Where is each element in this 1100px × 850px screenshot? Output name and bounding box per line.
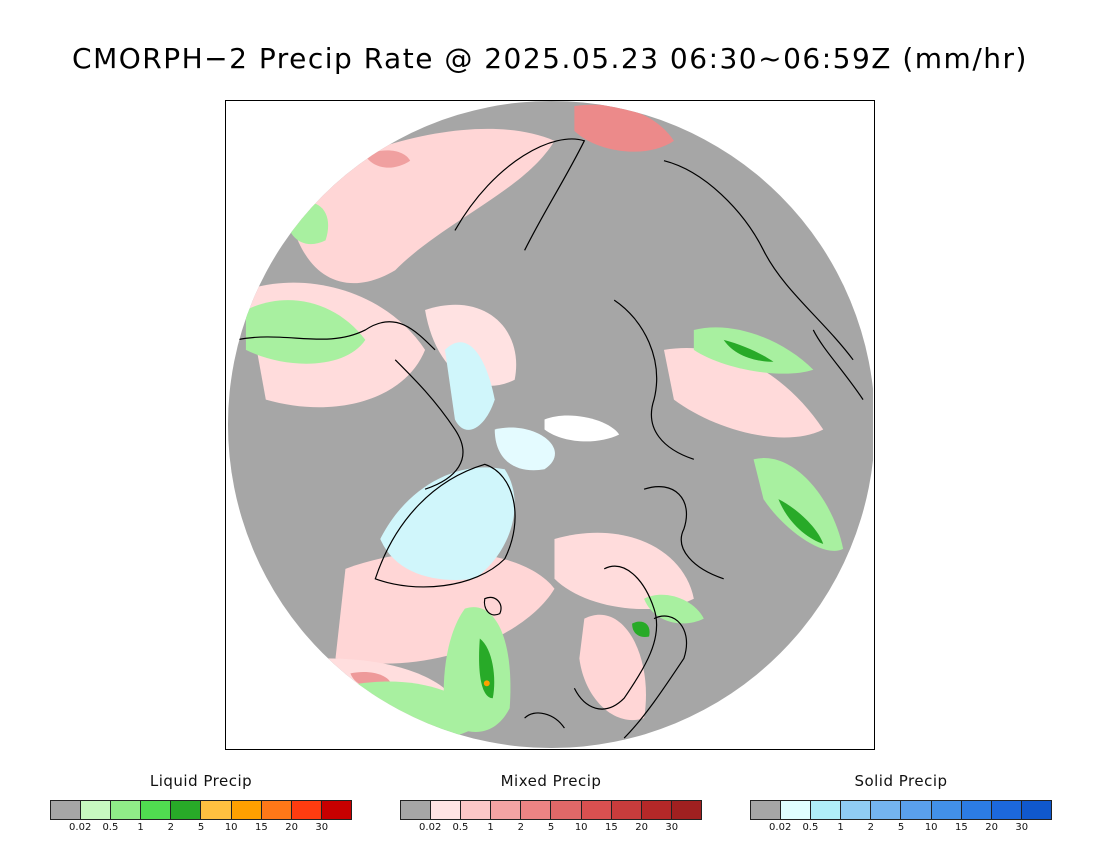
- legend-swatch: [551, 801, 582, 819]
- legend-swatch: [201, 801, 232, 819]
- legend-mixed: Mixed Precip 0.02 0.5 1 2 5 10 15 20 30: [400, 772, 702, 836]
- legend-swatch: [401, 801, 432, 819]
- legend-tick-label: 1: [487, 822, 494, 833]
- legend-title: Solid Precip: [854, 772, 948, 790]
- legend-swatch: [961, 801, 992, 819]
- legend-swatch: [1021, 801, 1051, 819]
- mixed-precip-area: [663, 347, 824, 438]
- legend-title: Liquid Precip: [149, 772, 253, 790]
- coastlines: [235, 138, 864, 739]
- mixed-precip-heavy: [365, 150, 411, 168]
- legend-tick-label: 5: [197, 822, 205, 833]
- liquid-precip-heavy: [632, 621, 650, 637]
- legend-tick-label: 0.5: [452, 822, 469, 833]
- legend-swatch: [291, 801, 322, 819]
- legend-colorbar: [400, 800, 702, 820]
- legend-tick-label: 1: [837, 822, 844, 833]
- liquid-precip-area: [245, 300, 366, 364]
- legend-solid: Solid Precip 0.02 0.5 1 2 5 10 15 20 30: [750, 772, 1052, 836]
- legend-tick-label: 10: [924, 822, 938, 833]
- legend-swatch: [781, 801, 812, 819]
- mixed-precip-area: [579, 614, 646, 721]
- legend-tick-label: 0.02: [419, 822, 442, 833]
- legend-swatch: [231, 801, 262, 819]
- legend-liquid: Liquid Precip 0.02 0.5 1 2 5 10 15 20 30: [50, 772, 352, 836]
- legend-colorbar: [50, 800, 352, 820]
- map-disc: [227, 101, 873, 748]
- solid-precip-light: [544, 415, 620, 442]
- legend-swatch: [991, 801, 1022, 819]
- legend-tick-label: 30: [315, 822, 329, 833]
- legend-tick-label: 15: [955, 822, 968, 833]
- legend-ticks: 0.02 0.5 1 2 5 10 15 20 30: [50, 822, 352, 836]
- legend-swatch: [81, 801, 112, 819]
- legend-tick-label: 30: [1015, 822, 1029, 833]
- legend-tick-label: 15: [605, 822, 618, 833]
- legend-swatch: [641, 801, 672, 819]
- legend-tick-label: 15: [255, 822, 268, 833]
- liquid-precip-peak: [483, 680, 490, 687]
- legend-swatch: [321, 801, 351, 819]
- legend-swatch: [111, 801, 142, 819]
- solid-precip-area: [494, 427, 555, 471]
- legend-swatch: [431, 801, 462, 819]
- legend-colorbar: [750, 800, 1052, 820]
- legend-swatch: [871, 801, 902, 819]
- legend-swatch: [611, 801, 642, 819]
- legend-swatch: [491, 801, 522, 819]
- legend-swatch: [751, 801, 782, 819]
- legend-swatch: [901, 801, 932, 819]
- legend-tick-label: 20: [635, 822, 648, 833]
- legend-tick-label: 2: [517, 822, 524, 833]
- legend-tick-label: 2: [167, 822, 174, 833]
- legend-ticks: 0.02 0.5 1 2 5 10 15 20 30: [750, 822, 1052, 836]
- legend-tick-label: 0.5: [802, 822, 819, 833]
- mixed-precip-area: [425, 304, 517, 386]
- legend-swatch: [51, 801, 82, 819]
- chart-title: CMORPH−2 Precip Rate @ 2025.05.23 06:30~…: [72, 42, 1028, 75]
- legend-swatch: [261, 801, 292, 819]
- legend-tick-label: 30: [665, 822, 679, 833]
- liquid-precip-heavy: [479, 638, 495, 699]
- legend-swatch: [461, 801, 492, 819]
- liquid-precip-area: [693, 327, 814, 374]
- legend-tick-label: 5: [897, 822, 905, 833]
- legend-swatch: [811, 801, 842, 819]
- liquid-precip-area: [753, 458, 844, 551]
- legend-ticks: 0.02 0.5 1 2 5 10 15 20 30: [400, 822, 702, 836]
- legend-swatch: [931, 801, 962, 819]
- legend-title: Mixed Precip: [500, 772, 602, 790]
- legend-tick-label: 0.02: [69, 822, 92, 833]
- legend-tick-label: 0.02: [769, 822, 792, 833]
- solid-precip-area: [444, 342, 495, 430]
- legend-tick-label: 5: [547, 822, 555, 833]
- mixed-precip-area: [554, 532, 694, 610]
- liquid-precip-heavy: [778, 499, 824, 544]
- legend-tick-label: 1: [137, 822, 144, 833]
- legend-swatch: [171, 801, 202, 819]
- polar-precip-map: [225, 100, 875, 750]
- legend-swatch: [141, 801, 172, 819]
- legend-swatch: [671, 801, 701, 819]
- legend-tick-label: 2: [867, 822, 874, 833]
- mixed-precip-heavy: [574, 104, 674, 152]
- legend-swatch: [841, 801, 872, 819]
- legend-tick-label: 20: [985, 822, 998, 833]
- legend-swatch: [521, 801, 552, 819]
- legend-tick-label: 0.5: [102, 822, 119, 833]
- legend-tick-label: 10: [574, 822, 588, 833]
- map-canvas: [227, 101, 873, 748]
- legend-tick-label: 10: [224, 822, 238, 833]
- legend-swatch: [581, 801, 612, 819]
- solid-precip-area: [380, 467, 515, 580]
- liquid-precip-heavy: [723, 339, 774, 362]
- legend-tick-label: 20: [285, 822, 298, 833]
